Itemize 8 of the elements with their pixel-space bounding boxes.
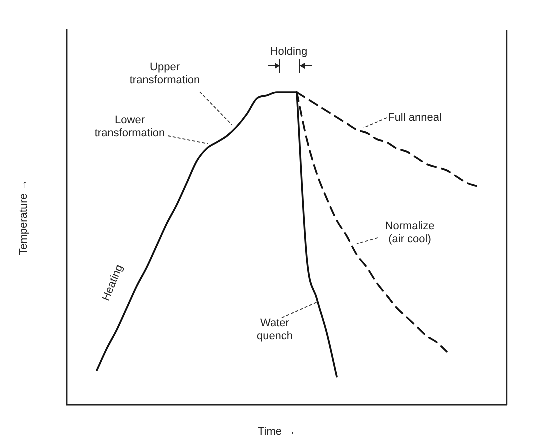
annotation: Lower transformation	[94, 114, 166, 140]
text: Normalize (air cool)	[385, 220, 435, 246]
text: Water quench	[256, 318, 294, 343]
text: Upper transformation	[130, 62, 200, 87]
text: Holding	[270, 46, 308, 58]
y-axis-title: Temperature →	[18, 180, 30, 256]
x-axis-title: Time →	[258, 426, 296, 438]
series-label: Full anneal	[388, 112, 442, 124]
